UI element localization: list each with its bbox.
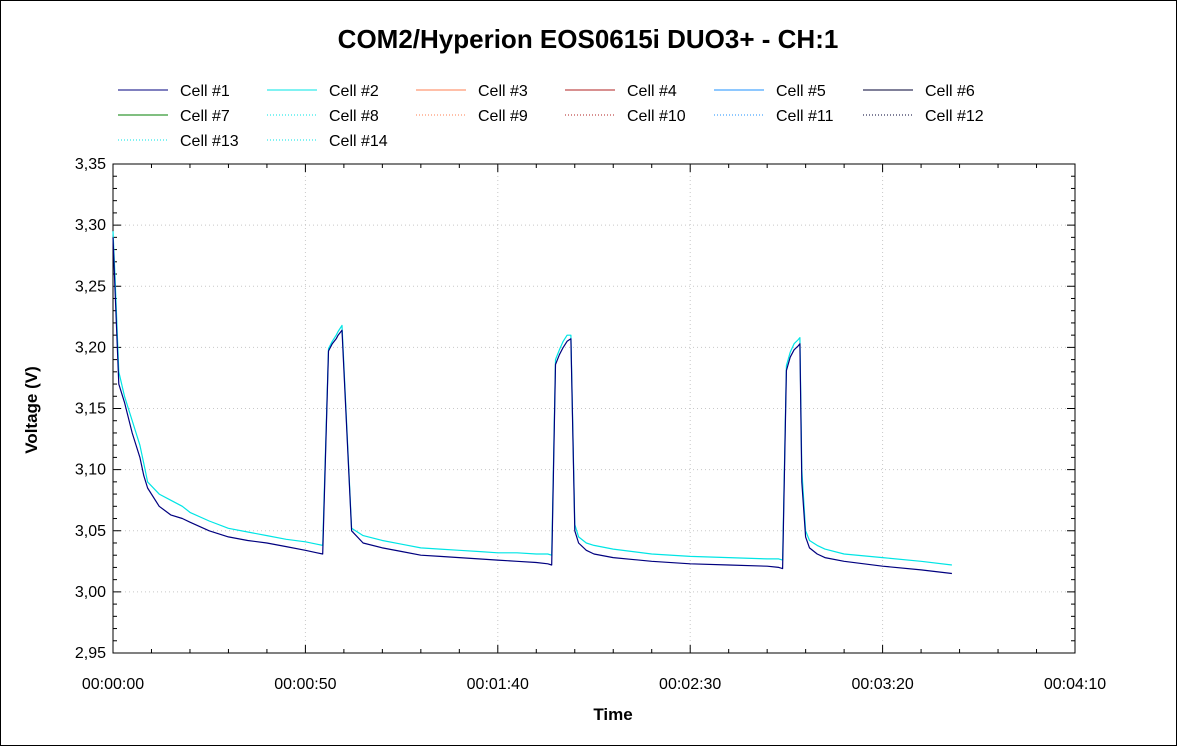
x-tick-label: 00:00:50	[274, 676, 336, 693]
y-tick-label: 3,00	[75, 584, 106, 601]
y-tick-label: 2,95	[75, 645, 106, 662]
legend-label: Cell #13	[180, 133, 239, 150]
x-axis-label: Time	[593, 705, 632, 724]
legend-label: Cell #14	[329, 133, 388, 150]
legend-label: Cell #7	[180, 108, 230, 125]
legend-label: Cell #3	[478, 83, 528, 100]
y-axis-label: Voltage (V)	[22, 366, 41, 454]
y-tick-label: 3,10	[75, 462, 106, 479]
legend: Cell #1 Cell #2 Cell #3 Cell #4 Cell #5 Cell …	[118, 83, 984, 150]
y-tick-label: 3,05	[75, 523, 106, 540]
legend-label: Cell #5	[776, 83, 826, 100]
legend-label: Cell #8	[329, 108, 379, 125]
legend-label: Cell #1	[180, 83, 230, 100]
x-tick-label: 00:02:30	[659, 676, 721, 693]
x-tick-label: 00:03:20	[851, 676, 913, 693]
series-line	[112, 237, 952, 575]
legend-label: Cell #4	[627, 83, 677, 100]
legend-label: Cell #12	[925, 108, 984, 125]
axis-ticks: 2,95 3,00 3,05 3,10 3,15 3,20 3,25 3,30 3,35 00:0…	[75, 156, 1106, 693]
series-layer	[112, 231, 952, 575]
grid-lines	[113, 164, 1075, 653]
x-tick-label: 00:04:10	[1044, 676, 1106, 693]
series-line	[112, 231, 952, 566]
y-tick-label: 3,35	[75, 156, 106, 173]
legend-label: Cell #6	[925, 83, 975, 100]
y-tick-label: 3,15	[75, 401, 106, 418]
legend-label: Cell #11	[776, 108, 834, 125]
chart-title: COM2/Hyperion EOS0615i DUO3+ - CH:1	[338, 24, 839, 54]
legend-label: Cell #2	[329, 83, 379, 100]
legend-label: Cell #10	[627, 108, 686, 125]
y-tick-label: 3,30	[75, 217, 106, 234]
x-tick-label: 00:01:40	[467, 676, 529, 693]
x-tick-label: 00:00:00	[82, 676, 144, 693]
y-tick-label: 3,20	[75, 339, 106, 356]
legend-label: Cell #9	[478, 108, 528, 125]
y-tick-label: 3,25	[75, 278, 106, 295]
